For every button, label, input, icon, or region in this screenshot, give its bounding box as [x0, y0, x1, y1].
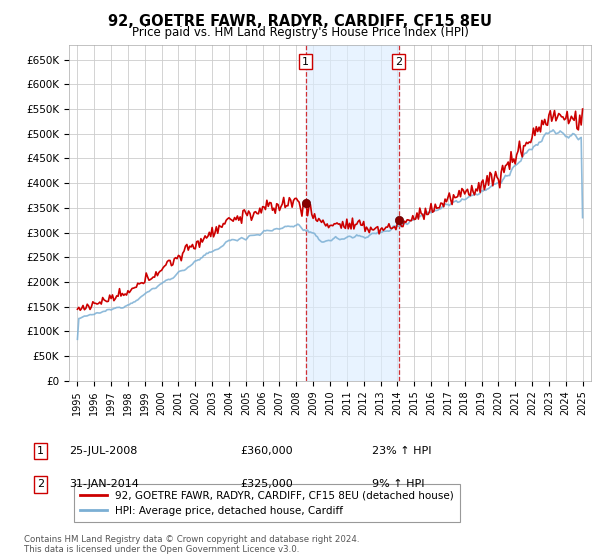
Text: £360,000: £360,000: [240, 446, 293, 456]
Text: £325,000: £325,000: [240, 479, 293, 489]
Text: 23% ↑ HPI: 23% ↑ HPI: [372, 446, 431, 456]
Text: 92, GOETRE FAWR, RADYR, CARDIFF, CF15 8EU: 92, GOETRE FAWR, RADYR, CARDIFF, CF15 8E…: [108, 14, 492, 29]
Legend: 92, GOETRE FAWR, RADYR, CARDIFF, CF15 8EU (detached house), HPI: Average price, : 92, GOETRE FAWR, RADYR, CARDIFF, CF15 8E…: [74, 484, 460, 522]
Text: Price paid vs. HM Land Registry's House Price Index (HPI): Price paid vs. HM Land Registry's House …: [131, 26, 469, 39]
Text: 1: 1: [302, 57, 309, 67]
Text: 2: 2: [395, 57, 402, 67]
Text: 9% ↑ HPI: 9% ↑ HPI: [372, 479, 425, 489]
Text: 25-JUL-2008: 25-JUL-2008: [69, 446, 137, 456]
Bar: [306, 45, 399, 381]
Text: 2: 2: [37, 479, 44, 489]
Text: 31-JAN-2014: 31-JAN-2014: [69, 479, 139, 489]
Text: Contains HM Land Registry data © Crown copyright and database right 2024.
This d: Contains HM Land Registry data © Crown c…: [24, 535, 359, 554]
Text: 1: 1: [37, 446, 44, 456]
